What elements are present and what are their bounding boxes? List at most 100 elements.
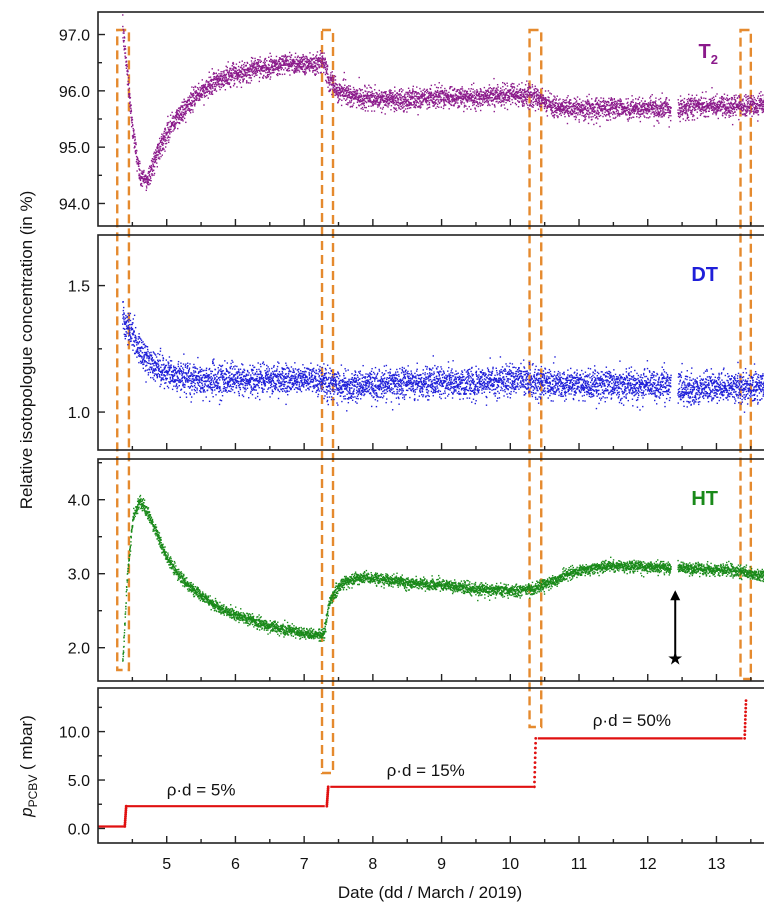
data-point: [678, 104, 681, 106]
data-point: [247, 71, 249, 73]
data-point: [516, 100, 519, 102]
data-point: [181, 101, 183, 103]
data-point: [518, 101, 520, 103]
data-point: [437, 101, 440, 103]
data-point: [631, 106, 634, 108]
data-point: [220, 84, 222, 86]
data-point: [324, 68, 327, 71]
data-point: [328, 90, 330, 93]
data-point: [592, 103, 595, 106]
data-point: [464, 97, 467, 99]
data-point: [737, 95, 740, 97]
data-point: [522, 100, 525, 102]
data-point: [744, 106, 747, 108]
data-point: [141, 176, 143, 178]
data-point: [700, 110, 702, 113]
data-point: [229, 78, 231, 81]
data-point: [490, 97, 493, 99]
data-point: [575, 100, 578, 102]
data-point: [201, 79, 203, 81]
data-point: [267, 73, 269, 76]
data-point: [232, 72, 235, 74]
data-point: [665, 97, 668, 99]
data-point: [506, 108, 509, 111]
data-point: [528, 91, 530, 94]
data-point: [704, 109, 707, 111]
data-point: [192, 111, 194, 113]
data-point: [391, 92, 393, 94]
data-point: [236, 69, 239, 72]
data-point: [576, 106, 579, 109]
data-point: [191, 104, 194, 107]
data-point: [181, 105, 184, 107]
data-point: [738, 103, 741, 105]
data-point: [504, 83, 506, 86]
data-point: [573, 97, 576, 100]
data-point: [179, 107, 181, 109]
data-point: [561, 104, 563, 107]
data-point: [647, 103, 649, 106]
data-point: [291, 59, 294, 62]
data-point: [591, 98, 593, 100]
data-point: [210, 84, 213, 87]
data-point: [328, 76, 330, 78]
data-point: [476, 98, 478, 100]
data-point: [605, 102, 608, 104]
data-point: [333, 84, 336, 87]
data-point: [428, 95, 430, 97]
data-point: [434, 84, 436, 86]
data-point: [587, 113, 589, 115]
data-point: [478, 93, 480, 95]
data-point: [517, 92, 519, 94]
data-point: [716, 93, 718, 95]
data-point: [649, 110, 651, 112]
data-point: [665, 102, 668, 104]
data-point: [622, 112, 624, 114]
data-point: [441, 89, 444, 92]
data-point: [375, 99, 377, 101]
data-point: [564, 105, 567, 108]
data-point: [591, 118, 593, 121]
data-point: [426, 108, 428, 110]
data-point: [524, 99, 526, 101]
data-point: [151, 174, 153, 176]
data-point: [270, 72, 272, 75]
data-point: [318, 64, 321, 66]
data-point: [347, 96, 349, 99]
data-point: [556, 105, 559, 108]
data-point: [556, 112, 558, 114]
data-point: [290, 65, 292, 67]
data-point: [134, 139, 136, 142]
data-point: [169, 114, 172, 116]
data-point: [300, 56, 302, 59]
data-point: [412, 91, 414, 93]
data-point: [211, 92, 213, 94]
data-point: [661, 92, 663, 94]
data-point: [362, 108, 364, 111]
data-point: [498, 95, 501, 97]
data-point: [326, 70, 328, 72]
data-point: [399, 103, 402, 106]
data-point: [221, 79, 224, 81]
data-point: [633, 108, 635, 111]
data-point: [194, 103, 196, 105]
data-point: [565, 99, 568, 101]
data-point: [624, 113, 627, 115]
data-point: [246, 61, 248, 64]
data-point: [726, 98, 729, 100]
data-point: [718, 101, 721, 103]
data-point: [183, 113, 185, 115]
data-point: [723, 93, 726, 95]
data-point: [713, 98, 716, 101]
data-point: [680, 100, 682, 103]
data-point: [567, 109, 569, 112]
data-point: [686, 98, 688, 101]
data-point: [733, 108, 736, 111]
data-point: [363, 99, 365, 102]
data-point: [716, 101, 719, 104]
data-point: [145, 185, 148, 187]
data-point: [599, 114, 602, 117]
data-point: [220, 75, 222, 77]
data-point: [710, 106, 713, 109]
data-point: [450, 103, 452, 106]
